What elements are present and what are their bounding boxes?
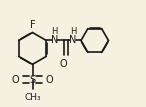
Text: N: N: [51, 36, 58, 45]
Text: F: F: [30, 20, 35, 30]
Text: S: S: [29, 75, 36, 85]
Text: N: N: [69, 36, 77, 45]
Text: O: O: [60, 59, 67, 69]
Text: CH₃: CH₃: [24, 93, 41, 102]
Text: H: H: [70, 27, 76, 36]
Text: O: O: [12, 75, 20, 85]
Text: O: O: [46, 75, 53, 85]
Text: H: H: [51, 27, 57, 36]
